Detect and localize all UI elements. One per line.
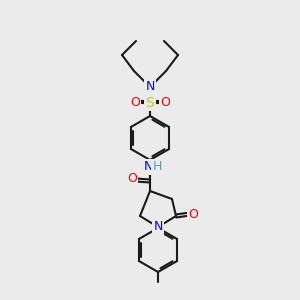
Text: O: O — [188, 208, 198, 220]
Text: O: O — [160, 97, 170, 110]
Text: N: N — [145, 80, 155, 94]
Text: N: N — [153, 220, 163, 233]
Text: O: O — [127, 172, 137, 185]
Text: S: S — [146, 96, 154, 110]
Text: H: H — [152, 160, 162, 173]
Text: O: O — [130, 97, 140, 110]
Text: N: N — [143, 160, 153, 173]
